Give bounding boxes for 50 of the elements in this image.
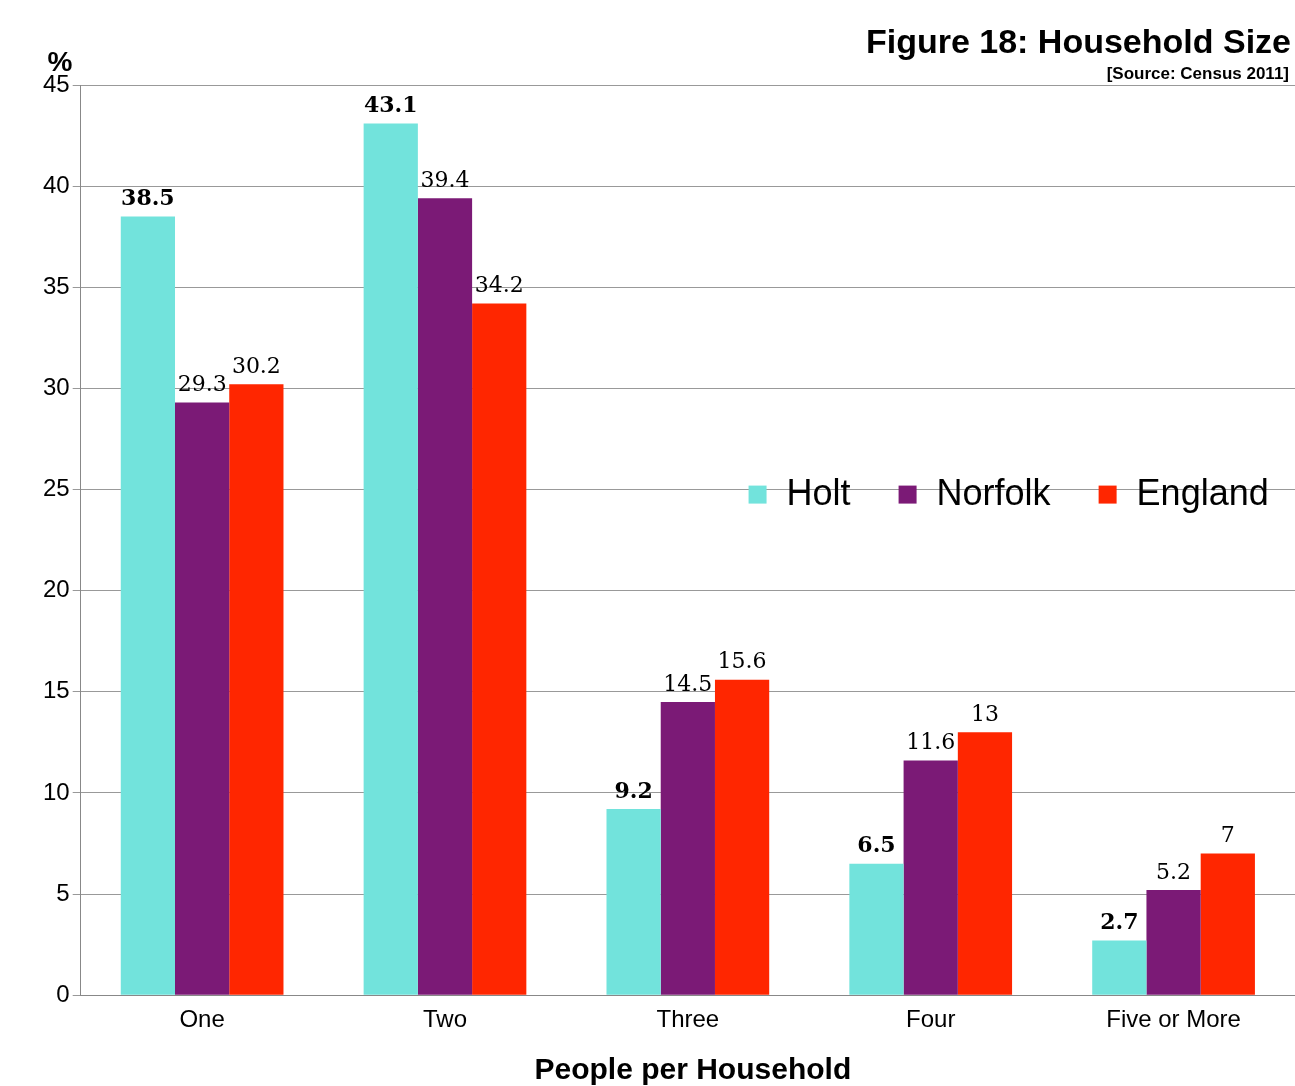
data-label: 7 (1220, 822, 1235, 848)
x-tick-label: One (179, 1005, 225, 1033)
bar (957, 732, 1013, 995)
bar (849, 863, 904, 995)
data-label: 34.2 (474, 272, 524, 298)
data-label: 5.2 (1156, 858, 1192, 884)
legend-label: Holt (786, 471, 851, 513)
bar (229, 384, 284, 995)
y-tick-label: 10 (42, 777, 70, 805)
y-tick-label: 5 (56, 878, 70, 906)
data-label: 30.2 (231, 353, 281, 379)
y-tick-label: 15 (42, 676, 70, 704)
data-label: 14.5 (663, 670, 713, 696)
bar (120, 216, 176, 995)
data-label: 39.4 (420, 166, 470, 192)
legend-label: Norfolk (936, 471, 1052, 513)
legend-label: England (1136, 471, 1269, 513)
y-tick-label: 0 (56, 979, 70, 1007)
bar (606, 809, 661, 995)
y-tick-label: 20 (42, 575, 70, 603)
data-label: 2.7 (1100, 908, 1139, 935)
bar (417, 198, 473, 995)
x-tick-label: Five or More (1106, 1005, 1241, 1033)
bar (1092, 940, 1147, 995)
bar (714, 679, 770, 995)
bar (1146, 890, 1201, 995)
text: [Source: Census 2011] (1106, 64, 1289, 84)
data-label: 15.6 (717, 648, 767, 674)
bar (903, 760, 958, 995)
data-label: 38.5 (121, 184, 175, 211)
data-label: 11.6 (906, 729, 956, 755)
x-tick-label: Two (422, 1005, 467, 1033)
x-tick-label: Four (906, 1005, 956, 1033)
bar (175, 402, 230, 995)
data-label: 13 (970, 700, 999, 726)
x-axis-title: People per Household (534, 1052, 852, 1086)
y-tick-label: 30 (42, 373, 70, 401)
bar (660, 701, 715, 995)
chart-title: Figure 18: Household Size (865, 22, 1291, 61)
y-tick-label: 40 (42, 170, 70, 198)
y-tick-label: 35 (42, 271, 70, 299)
bar (363, 123, 418, 995)
data-label: 29.3 (177, 371, 227, 397)
y-tick-label: 25 (42, 474, 70, 502)
bar (1200, 853, 1255, 995)
bar (472, 303, 527, 995)
data-label: 9.2 (614, 776, 653, 803)
data-label: 6.5 (857, 831, 896, 858)
x-tick-label: Three (656, 1005, 720, 1033)
data-label: 43.1 (363, 91, 418, 118)
